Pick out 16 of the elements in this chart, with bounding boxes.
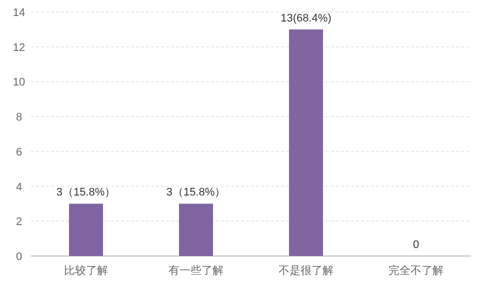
x-tick-label: 比较了解 [64,264,108,277]
y-tick-label: 6 [16,146,22,158]
data-label: 3（15.8%） [56,186,116,199]
y-tick-label: 2 [16,216,22,228]
data-label: 13(68.4%) [280,12,332,24]
data-label: 0 [412,239,420,251]
y-tick-label: 14 [12,7,26,19]
y-tick-label: 12 [12,42,26,54]
x-tick-label: 完全不了解 [388,264,444,277]
data-label: 3（15.8%） [166,186,226,199]
y-tick-label: 0 [16,251,22,263]
x-tick-label: 不是很了解 [278,265,334,277]
y-tick-label: 4 [16,181,22,194]
y-tick-label: 10 [12,76,26,89]
y-tick-label: 8 [16,112,22,124]
x-tick-label: 有一些了解 [168,264,224,277]
